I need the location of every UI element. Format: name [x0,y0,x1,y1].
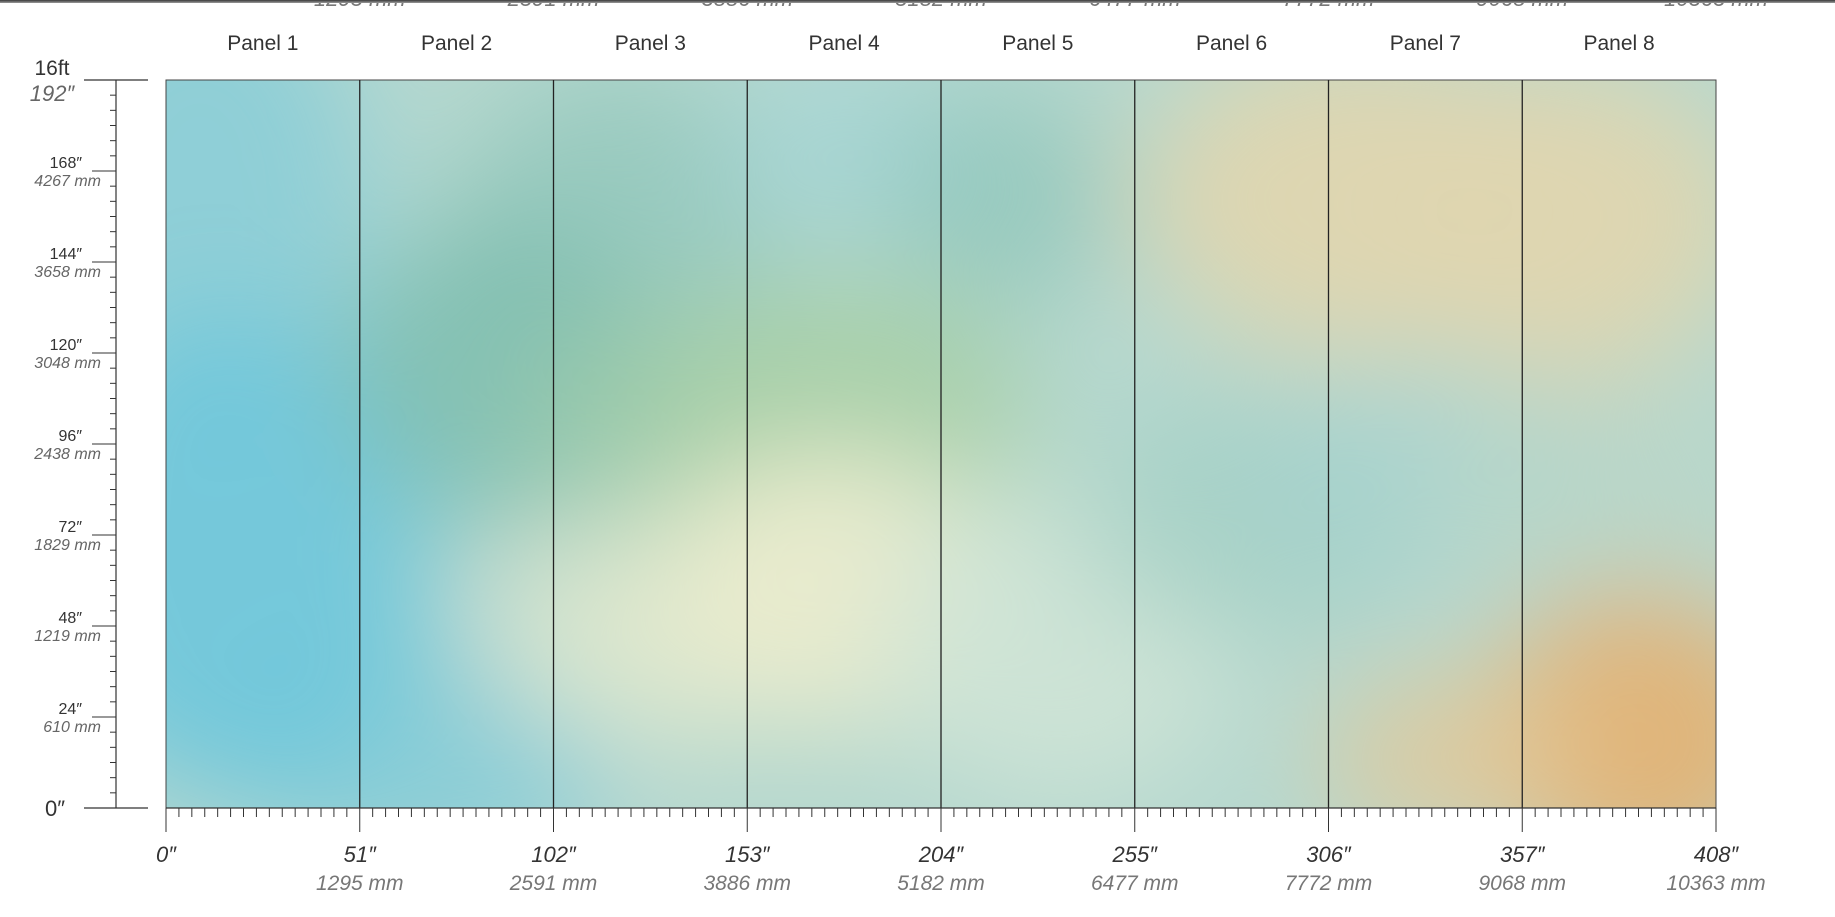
horizontal-tick-label-inches: 153″ [725,842,771,867]
panel-dividers [359,80,1523,808]
horizontal-tick-label-inches: 102″ [531,842,577,867]
panel-title: Panel 5 [1002,32,1073,55]
vertical-tick-label-mm: 1829 mm [34,537,101,554]
top-cut-labels: 1295 mm 2591 mm 3886 mm 5182 mm 6477 mm 7772 … [314,0,1768,11]
horizontal-tick-label-inches: 0″ [156,842,177,867]
panel-title: Panel 7 [1390,32,1461,55]
vertical-tick-label-inches: 48″ [59,610,83,627]
panel-title: Panel 6 [1196,32,1267,55]
vertical-tick-label-inches: 168″ [50,155,83,172]
vertical-tick-label-inches: 72″ [59,519,83,536]
color-blob [1320,670,1580,808]
vertical-top-label: 192″ [30,81,76,106]
panel-title: Panel 3 [615,32,686,55]
vertical-tick-label-mm: 4267 mm [34,173,101,190]
panel-titles: Panel 1 Panel 2 Panel 3 Panel 4 Panel 5 Panel… [227,32,1654,55]
top-cut-label: 2591 mm [507,0,600,11]
top-cut-label: 7772 mm [1283,0,1375,11]
vertical-tick-label-mm: 610 mm [43,719,101,736]
vertical-tick-label-inches: 96″ [59,428,83,445]
mural-artwork [166,80,1716,808]
top-cut-label: 5182 mm [895,0,987,11]
horizontal-tick-label-inches: 306″ [1306,842,1352,867]
vertical-tick-label-inches: 120″ [50,337,83,354]
panel-title: Panel 4 [809,32,881,55]
color-blob [880,90,1120,310]
horizontal-tick-label-inches: 204″ [918,842,965,867]
vertical-tick-label-inches: 144″ [50,246,83,263]
horizontal-tick-label-mm: 10363 mm [1666,872,1765,895]
vertical-tick-label-inches: 24″ [59,701,83,718]
artwork-gradient [166,80,1716,808]
top-cut-label: 3886 mm [701,0,793,11]
horizontal-tick-label-mm: 7772 mm [1285,872,1373,895]
top-cut-label: 6477 mm [1089,0,1181,11]
panel-title: Panel 1 [227,32,298,55]
panel-title: Panel 8 [1584,32,1655,55]
height-label: 16ft [34,57,69,80]
horizontal-ruler: 0″ 51″ 1295 mm 102″ 2591 mm 153″ 3886 mm 204″ 51… [156,807,1766,895]
color-blob [1430,380,1716,620]
horizontal-tick-label-mm: 2591 mm [509,872,598,895]
color-blob [450,80,790,370]
horizontal-tick-label-inches: 51″ [344,842,377,867]
top-edge-shadow [0,0,1835,3]
horizontal-tick-label-mm: 5182 mm [897,872,985,895]
vertical-tick-label-mm: 1219 mm [34,628,101,645]
panel-title: Panel 2 [421,32,492,55]
top-cut-label: 1295 mm [314,0,406,11]
horizontal-tick-label-mm: 6477 mm [1091,872,1179,895]
vertical-tick-label-mm: 3658 mm [34,264,101,281]
top-cut-label: 10363 mm [1664,0,1768,11]
vertical-tick-label-mm: 3048 mm [34,355,101,372]
color-blob [490,530,790,750]
vertical-bottom-label: 0″ [45,796,65,821]
horizontal-tick-label-mm: 1295 mm [316,872,404,895]
horizontal-tick-label-inches: 255″ [1112,842,1159,867]
horizontal-tick-label-mm: 3886 mm [703,872,791,895]
horizontal-tick-label-inches: 357″ [1500,842,1546,867]
top-cut-label: 9068 mm [1476,0,1568,11]
vertical-tick-label-mm: 2438 mm [33,446,101,463]
color-blob [1370,80,1716,380]
horizontal-tick-label-inches: 408″ [1694,842,1740,867]
horizontal-tick-label-mm: 9068 mm [1478,872,1566,895]
